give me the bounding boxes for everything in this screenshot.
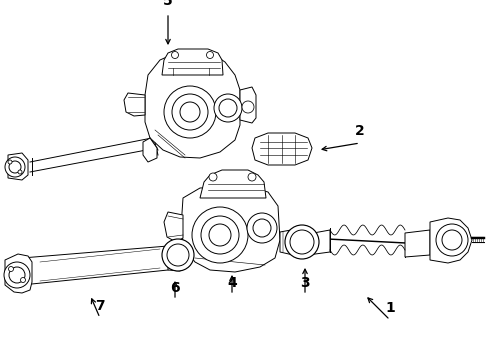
Text: 5: 5 [163, 0, 173, 8]
Text: 4: 4 [227, 276, 237, 290]
Circle shape [8, 266, 14, 271]
Polygon shape [168, 243, 183, 271]
Circle shape [192, 207, 248, 263]
Circle shape [9, 267, 25, 283]
Circle shape [209, 173, 217, 181]
Circle shape [214, 94, 242, 122]
Text: 7: 7 [95, 299, 105, 313]
Circle shape [253, 219, 271, 237]
Circle shape [248, 173, 256, 181]
Circle shape [8, 160, 12, 164]
Circle shape [9, 161, 21, 173]
Circle shape [290, 230, 314, 254]
Circle shape [5, 157, 25, 177]
Polygon shape [240, 87, 256, 123]
Text: 2: 2 [355, 124, 365, 138]
Circle shape [219, 99, 237, 117]
Polygon shape [162, 49, 223, 75]
Polygon shape [252, 133, 312, 165]
Circle shape [247, 213, 277, 243]
Circle shape [162, 239, 194, 271]
Circle shape [18, 170, 22, 174]
Polygon shape [145, 50, 240, 158]
Polygon shape [8, 153, 28, 180]
Polygon shape [143, 138, 157, 162]
Text: 1: 1 [385, 301, 395, 315]
Polygon shape [280, 228, 308, 257]
Polygon shape [405, 230, 430, 257]
Circle shape [201, 216, 239, 254]
Circle shape [172, 51, 178, 58]
Circle shape [209, 224, 231, 246]
Polygon shape [430, 218, 472, 263]
Circle shape [180, 102, 200, 122]
Circle shape [172, 94, 208, 130]
Text: 6: 6 [170, 281, 180, 295]
Circle shape [167, 244, 189, 266]
Polygon shape [124, 93, 145, 116]
Polygon shape [181, 186, 280, 272]
Circle shape [242, 101, 254, 113]
Circle shape [285, 225, 319, 259]
Polygon shape [5, 254, 32, 293]
Text: 3: 3 [300, 276, 310, 290]
Polygon shape [308, 230, 330, 255]
Polygon shape [164, 212, 183, 242]
Circle shape [21, 278, 25, 283]
Polygon shape [200, 170, 266, 198]
Circle shape [442, 230, 462, 250]
Circle shape [436, 224, 468, 256]
Circle shape [164, 86, 216, 138]
Circle shape [206, 51, 214, 58]
Circle shape [4, 262, 30, 288]
